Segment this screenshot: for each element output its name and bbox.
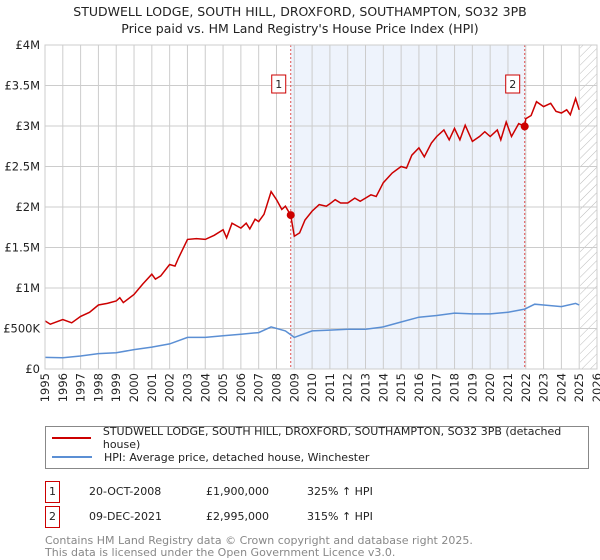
x-tick-label: 2001 — [145, 373, 159, 402]
sale-price: £2,995,000 — [206, 510, 269, 523]
legend-item-property: STUDWELL LODGE, SOUTH HILL, DROXFORD, SO… — [52, 425, 588, 451]
x-tick-label: 2005 — [216, 373, 230, 402]
x-tick-label: 2015 — [394, 373, 408, 402]
x-tick-label: 2022 — [519, 373, 533, 402]
y-tick-label: £2.5M — [4, 160, 40, 174]
sale-marker-label: 1 — [45, 481, 60, 503]
x-tick-label: 2009 — [287, 373, 301, 402]
y-tick-label: £1.5M — [4, 241, 40, 255]
sale-price: £1,900,000 — [206, 485, 269, 498]
x-tick-label: 2000 — [127, 373, 141, 402]
sale-marker-label: 2 — [509, 78, 516, 91]
legend-label-hpi: HPI: Average price, detached house, Winc… — [104, 450, 370, 464]
legend-swatch-property — [52, 437, 91, 439]
sale-date: 09-DEC-2021 — [89, 510, 163, 523]
x-tick-label: 2018 — [448, 373, 462, 402]
property-line — [44, 96, 580, 326]
sale-marker-label: 2 — [45, 506, 60, 528]
sale-hpi-change: 315% ↑ HPI — [307, 510, 373, 523]
x-tick-label: 1999 — [109, 373, 123, 402]
copyright-notice: Contains HM Land Registry data © Crown c… — [45, 534, 473, 547]
chart-subtitle: Price paid vs. HM Land Registry's House … — [121, 21, 479, 36]
x-tick-label: 2006 — [234, 373, 248, 402]
x-tick-label: 2007 — [252, 373, 266, 402]
y-tick-label: £500K — [3, 322, 40, 336]
sale-point — [286, 211, 295, 220]
legend-item-hpi: HPI: Average price, detached house, Winc… — [52, 449, 369, 465]
x-tick-label: 1996 — [56, 373, 70, 402]
x-tick-label: 2017 — [430, 373, 444, 402]
sale-marker-label: 1 — [275, 78, 282, 91]
sale-marker-box — [271, 74, 287, 94]
plot-border — [44, 44, 598, 370]
x-tick-label: 2004 — [198, 373, 212, 402]
x-tick-label: 2019 — [465, 373, 479, 402]
x-tick-label: 2021 — [501, 373, 515, 402]
x-tick-label: 2023 — [537, 373, 551, 402]
legend-label-property: STUDWELL LODGE, SOUTH HILL, DROXFORD, SO… — [102, 425, 562, 451]
chart-title: STUDWELL LODGE, SOUTH HILL, DROXFORD, SO… — [73, 4, 527, 19]
x-tick-label: 2002 — [163, 373, 177, 402]
x-tick-label: 2026 — [590, 373, 600, 402]
x-tick-label: 2008 — [269, 373, 283, 402]
hpi-line — [44, 302, 580, 359]
y-tick-label: £0 — [25, 362, 40, 376]
x-tick-label: 1995 — [38, 373, 52, 402]
x-tick-label: 2003 — [180, 373, 194, 402]
x-tick-label: 1998 — [91, 373, 105, 402]
sale-hpi-change: 325% ↑ HPI — [307, 485, 373, 498]
y-tick-label: £1M — [15, 281, 40, 295]
sale-marker-box — [505, 74, 521, 94]
licence-notice: This data is licensed under the Open Gov… — [45, 546, 396, 559]
y-tick-label: £4M — [15, 38, 40, 52]
x-tick-label: 2010 — [305, 373, 319, 402]
legend: STUDWELL LODGE, SOUTH HILL, DROXFORD, SO… — [45, 425, 589, 469]
y-tick-label: £2M — [15, 200, 40, 214]
y-tick-label: £3M — [15, 119, 40, 133]
x-tick-label: 2013 — [359, 373, 373, 402]
x-tick-label: 2014 — [376, 373, 390, 402]
x-tick-label: 2020 — [483, 373, 497, 402]
x-tick-label: 2011 — [323, 373, 337, 402]
price-chart: 1995 1996 1997 1998 1999 2000 2001 2002 2003 2004… — [3, 38, 600, 402]
y-tick-label: £3.5M — [4, 79, 40, 93]
x-tick-label: 1997 — [74, 373, 88, 402]
x-tick-label: 2012 — [341, 373, 355, 402]
legend-swatch-hpi — [52, 456, 92, 458]
x-tick-label: 2016 — [412, 373, 426, 402]
x-tick-label: 2025 — [572, 373, 586, 402]
sale-point — [520, 122, 529, 131]
x-tick-label: 2024 — [554, 373, 568, 402]
sale-date: 20-OCT-2008 — [89, 485, 162, 498]
